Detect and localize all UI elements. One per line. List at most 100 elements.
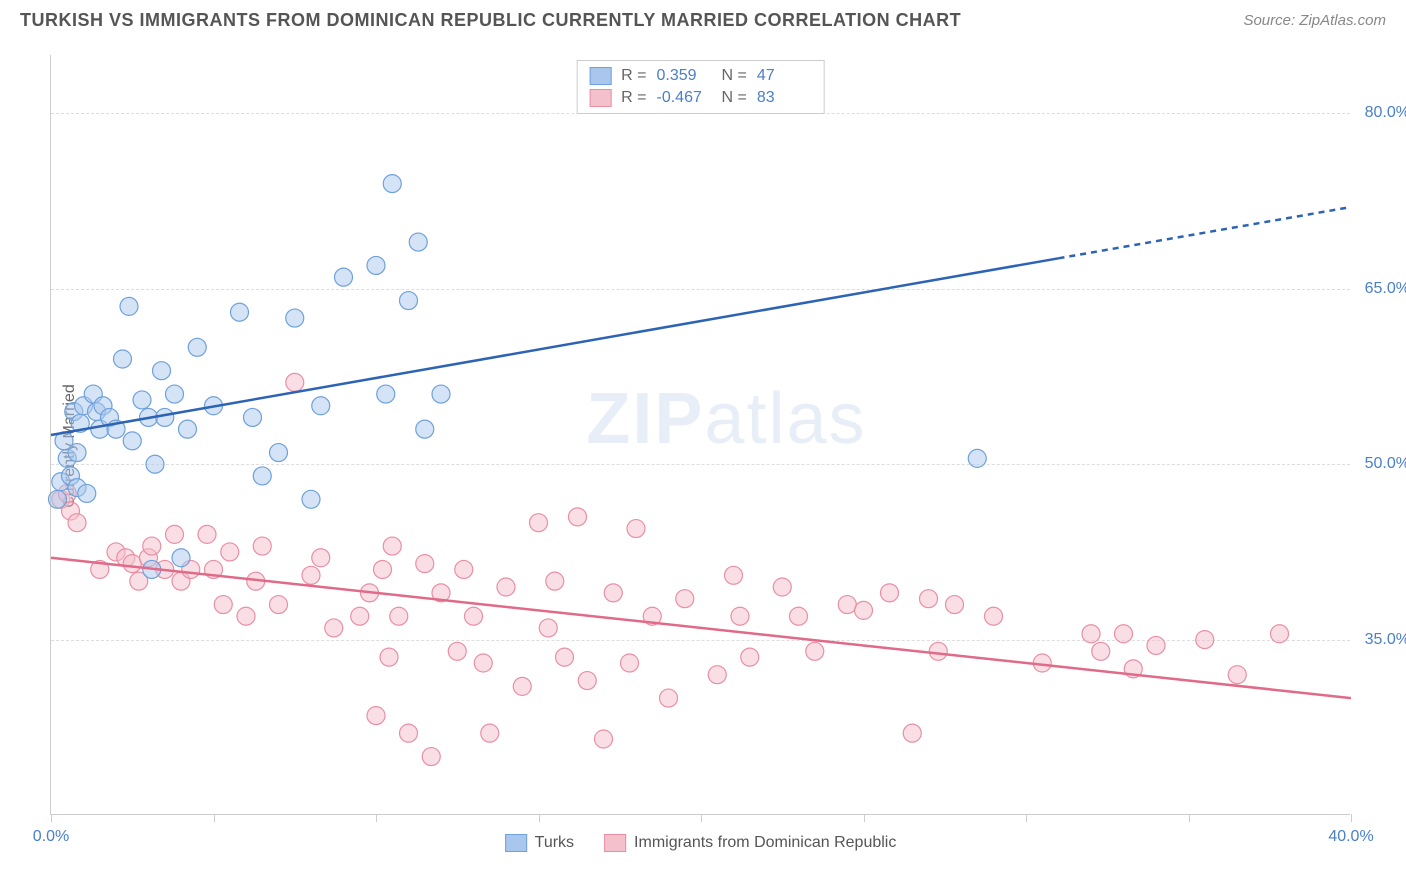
data-point xyxy=(1092,642,1110,660)
data-point xyxy=(221,543,239,561)
data-point xyxy=(881,584,899,602)
data-point xyxy=(920,590,938,608)
data-point xyxy=(416,555,434,573)
data-point xyxy=(286,373,304,391)
stats-row-dominican: R = -0.467 N = 83 xyxy=(589,87,812,109)
data-point xyxy=(621,654,639,672)
data-point xyxy=(465,607,483,625)
data-point xyxy=(383,175,401,193)
y-tick-label: 80.0% xyxy=(1365,104,1406,122)
chart-title: TURKISH VS IMMIGRANTS FROM DOMINICAN REP… xyxy=(20,10,961,31)
source-label: Source: ZipAtlas.com xyxy=(1243,12,1386,29)
data-point xyxy=(120,297,138,315)
x-tick-label: 0.0% xyxy=(33,828,69,846)
data-point xyxy=(312,397,330,415)
data-point xyxy=(302,566,320,584)
chart-plot-area: ZIPatlas 35.0%50.0%65.0%80.0% 0.0%40.0% … xyxy=(50,55,1350,815)
data-point xyxy=(325,619,343,637)
data-point xyxy=(838,596,856,614)
stats-legend-box: R = 0.359 N = 47 R = -0.467 N = 83 xyxy=(576,60,825,114)
data-point xyxy=(172,549,190,567)
data-point xyxy=(335,268,353,286)
x-tick-label: 40.0% xyxy=(1328,828,1373,846)
data-point xyxy=(49,490,67,508)
data-point xyxy=(78,484,96,502)
data-point xyxy=(513,677,531,695)
data-point xyxy=(530,514,548,532)
chart-header: TURKISH VS IMMIGRANTS FROM DOMINICAN REP… xyxy=(0,0,1406,36)
r-label: R = xyxy=(621,67,646,85)
data-point xyxy=(156,408,174,426)
regression-line-dashed xyxy=(1059,207,1352,258)
data-point xyxy=(123,555,141,573)
r-value-turks: 0.359 xyxy=(657,67,712,85)
data-point xyxy=(153,362,171,380)
data-point xyxy=(400,724,418,742)
data-point xyxy=(731,607,749,625)
data-point xyxy=(383,537,401,555)
data-point xyxy=(166,525,184,543)
data-point xyxy=(790,607,808,625)
data-point xyxy=(1196,631,1214,649)
y-tick-label: 50.0% xyxy=(1365,455,1406,473)
data-point xyxy=(253,537,271,555)
swatch-turks xyxy=(589,67,611,85)
data-point xyxy=(166,385,184,403)
data-point xyxy=(409,233,427,251)
data-point xyxy=(474,654,492,672)
data-point xyxy=(455,560,473,578)
data-point xyxy=(968,449,986,467)
data-point xyxy=(422,748,440,766)
legend-item-turks: Turks xyxy=(505,834,574,852)
data-point xyxy=(627,520,645,538)
data-point xyxy=(946,596,964,614)
data-point xyxy=(929,642,947,660)
data-point xyxy=(660,689,678,707)
data-point xyxy=(1082,625,1100,643)
data-point xyxy=(1271,625,1289,643)
data-point xyxy=(556,648,574,666)
data-point xyxy=(806,642,824,660)
data-point xyxy=(595,730,613,748)
data-point xyxy=(400,292,418,310)
data-point xyxy=(1147,636,1165,654)
n-value-dominican: 83 xyxy=(757,89,812,107)
legend-swatch-turks xyxy=(505,834,527,852)
y-tick-label: 65.0% xyxy=(1365,280,1406,298)
bottom-legend: Turks Immigrants from Dominican Republic xyxy=(505,834,897,852)
data-point xyxy=(143,537,161,555)
data-point xyxy=(374,560,392,578)
n-label: N = xyxy=(722,67,747,85)
data-point xyxy=(497,578,515,596)
data-point xyxy=(741,648,759,666)
data-point xyxy=(270,444,288,462)
data-point xyxy=(351,607,369,625)
legend-label-dominican: Immigrants from Dominican Republic xyxy=(634,834,896,852)
data-point xyxy=(377,385,395,403)
r-value-dominican: -0.467 xyxy=(657,89,712,107)
legend-label-turks: Turks xyxy=(535,834,574,852)
data-point xyxy=(1228,666,1246,684)
data-point xyxy=(312,549,330,567)
data-point xyxy=(855,601,873,619)
data-point xyxy=(903,724,921,742)
data-point xyxy=(546,572,564,590)
data-point xyxy=(367,256,385,274)
n-value-turks: 47 xyxy=(757,67,812,85)
data-point xyxy=(188,338,206,356)
data-point xyxy=(253,467,271,485)
data-point xyxy=(214,596,232,614)
regression-line xyxy=(51,558,1351,698)
data-point xyxy=(569,508,587,526)
y-tick-label: 35.0% xyxy=(1365,631,1406,649)
data-point xyxy=(416,420,434,438)
data-point xyxy=(773,578,791,596)
data-point xyxy=(146,455,164,473)
data-point xyxy=(448,642,466,660)
data-point xyxy=(198,525,216,543)
data-point xyxy=(539,619,557,637)
data-point xyxy=(985,607,1003,625)
data-point xyxy=(390,607,408,625)
data-point xyxy=(244,408,262,426)
r-label-2: R = xyxy=(621,89,646,107)
